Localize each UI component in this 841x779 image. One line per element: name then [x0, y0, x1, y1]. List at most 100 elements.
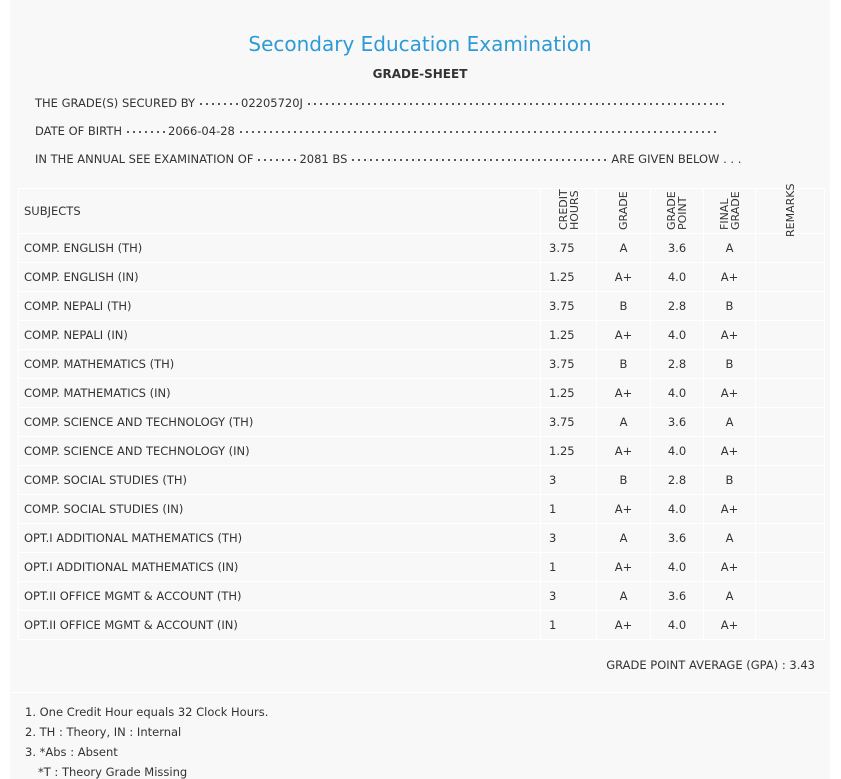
column-header: GRADE: [596, 188, 651, 234]
info-line: DATE OF BIRTH 2066-04-28: [35, 124, 721, 138]
column-header-text: GRADE POINT: [665, 190, 689, 230]
grade-cell: 3: [540, 523, 597, 553]
info-line: THE GRADE(S) SECURED BY 02205720J: [35, 96, 731, 110]
grade-row: COMP. NEPALI (IN) 1.25 A+ 4.0 A+: [18, 320, 825, 350]
grade-cell: A: [703, 523, 756, 553]
grade-cell: A+: [596, 262, 651, 292]
grade-cell: 4.0: [650, 320, 704, 350]
grade-row: COMP. SOCIAL STUDIES (IN) 1 A+ 4.0 A+: [18, 494, 825, 524]
grade-cell: A+: [703, 552, 756, 582]
grade-cell: A: [596, 233, 651, 263]
dot-leader: [305, 96, 728, 106]
grade-cell: A+: [596, 378, 651, 408]
footnote: 2. TH : Theory, IN : Internal: [25, 725, 182, 739]
grade-cell: 3: [540, 465, 597, 495]
grade-row: OPT.II OFFICE MGMT & ACCOUNT (TH) 3 A 3.6 A: [18, 581, 825, 611]
subject-cell: COMP. ENGLISH (TH): [18, 233, 541, 263]
grade-cell: A: [596, 581, 651, 611]
grade-row: COMP. SCIENCE AND TECHNOLOGY (TH) 3.75 A 3.…: [18, 407, 825, 437]
grade-cell: A: [703, 407, 756, 437]
grade-cell: 1.25: [540, 378, 597, 408]
grade-row: COMP. ENGLISH (TH) 3.75 A 3.6 A: [18, 233, 825, 263]
grade-row: OPT.I ADDITIONAL MATHEMATICS (TH) 3 A 3.6 A: [18, 523, 825, 553]
grade-cell: A: [703, 233, 756, 263]
grade-cell: A+: [703, 320, 756, 350]
grade-cell: 4.0: [650, 610, 704, 640]
remarks-cell: [755, 552, 825, 582]
subject-cell: COMP. MATHEMATICS (IN): [18, 378, 541, 408]
subtitle: GRADE-SHEET: [372, 67, 468, 81]
info-label: IN THE ANNUAL SEE EXAMINATION OF: [35, 152, 254, 166]
grade-cell: A+: [596, 494, 651, 524]
grade-sheet: Secondary Education Examination GRADE-SH…: [10, 0, 830, 779]
grade-table: SUBJECTS CREDIT HOURS GRADE GRADE POINT FINA…: [18, 183, 825, 640]
dot-leader: [256, 152, 297, 162]
subject-cell: OPT.II OFFICE MGMT & ACCOUNT (IN): [18, 610, 541, 640]
grade-row: OPT.I ADDITIONAL MATHEMATICS (IN) 1 A+ 4.0 A…: [18, 552, 825, 582]
grade-cell: 2.8: [650, 465, 704, 495]
grade-cell: A+: [703, 262, 756, 292]
grade-cell: 1: [540, 494, 597, 524]
grade-cell: 3.6: [650, 233, 704, 263]
column-header: REMARKS: [755, 183, 825, 237]
remarks-cell: [755, 349, 825, 379]
gpa-value: 3.43: [789, 658, 815, 672]
remarks-cell: [755, 262, 825, 292]
grade-cell: A+: [703, 378, 756, 408]
grade-cell: 3: [540, 581, 597, 611]
subject-cell: COMP. SCIENCE AND TECHNOLOGY (TH): [18, 407, 541, 437]
subject-cell: COMP. MATHEMATICS (TH): [18, 349, 541, 379]
info-line: IN THE ANNUAL SEE EXAMINATION OF 2081 BS A…: [35, 152, 741, 166]
grade-cell: 1: [540, 552, 597, 582]
remarks-cell: [755, 436, 825, 466]
dot-leader: [350, 152, 609, 162]
grade-cell: 1.25: [540, 262, 597, 292]
grade-cell: B: [596, 291, 651, 321]
column-header-text: REMARKS: [783, 183, 797, 237]
remarks-cell: [755, 291, 825, 321]
grade-cell: 1: [540, 610, 597, 640]
column-header: FINAL GRADE: [703, 188, 756, 234]
info-label: THE GRADE(S) SECURED BY: [35, 96, 196, 110]
column-header: CREDIT HOURS: [540, 188, 597, 234]
remarks-cell: [755, 233, 825, 263]
grade-cell: A: [596, 407, 651, 437]
grade-cell: 2.8: [650, 349, 704, 379]
grade-cell: 1.25: [540, 436, 597, 466]
grade-cell: 3.75: [540, 233, 597, 263]
grade-cell: A+: [703, 610, 756, 640]
subject-cell: OPT.I ADDITIONAL MATHEMATICS (IN): [18, 552, 541, 582]
grade-row: COMP. SCIENCE AND TECHNOLOGY (IN) 1.25 A+ 4…: [18, 436, 825, 466]
grade-cell: A+: [703, 494, 756, 524]
grade-cell: 3.75: [540, 349, 597, 379]
grade-row: OPT.II OFFICE MGMT & ACCOUNT (IN) 1 A+ 4.0 A…: [18, 610, 825, 640]
subject-cell: OPT.I ADDITIONAL MATHEMATICS (TH): [18, 523, 541, 553]
remarks-cell: [755, 407, 825, 437]
grade-cell: A+: [703, 436, 756, 466]
footnote: *T : Theory Grade Missing: [38, 765, 188, 779]
grade-cell: 3.6: [650, 581, 704, 611]
column-header: GRADE POINT: [650, 188, 704, 234]
separator: [10, 692, 830, 693]
column-header: SUBJECTS: [18, 188, 541, 234]
info-value: 2066-04-28: [168, 124, 235, 138]
grade-cell: 3.75: [540, 291, 597, 321]
subject-cell: COMP. SOCIAL STUDIES (IN): [18, 494, 541, 524]
grade-cell: 4.0: [650, 436, 704, 466]
remarks-cell: [755, 465, 825, 495]
grade-cell: A: [703, 581, 756, 611]
footnote: 1. One Credit Hour equals 32 Clock Hours…: [25, 705, 269, 719]
gpa: GRADE POINT AVERAGE (GPA) : 3.43: [606, 658, 815, 672]
column-header-text: GRADE: [617, 190, 630, 230]
grade-cell: 1.25: [540, 320, 597, 350]
info-value: 2081 BS: [299, 152, 348, 166]
grade-cell: 3.6: [650, 407, 704, 437]
grade-cell: A+: [596, 436, 651, 466]
grade-cell: A+: [596, 320, 651, 350]
grade-row: COMP. NEPALI (TH) 3.75 B 2.8 B: [18, 291, 825, 321]
subject-cell: COMP. NEPALI (IN): [18, 320, 541, 350]
grade-cell: 4.0: [650, 552, 704, 582]
grade-cell: 3.6: [650, 523, 704, 553]
grade-cell: 4.0: [650, 262, 704, 292]
remarks-cell: [755, 523, 825, 553]
